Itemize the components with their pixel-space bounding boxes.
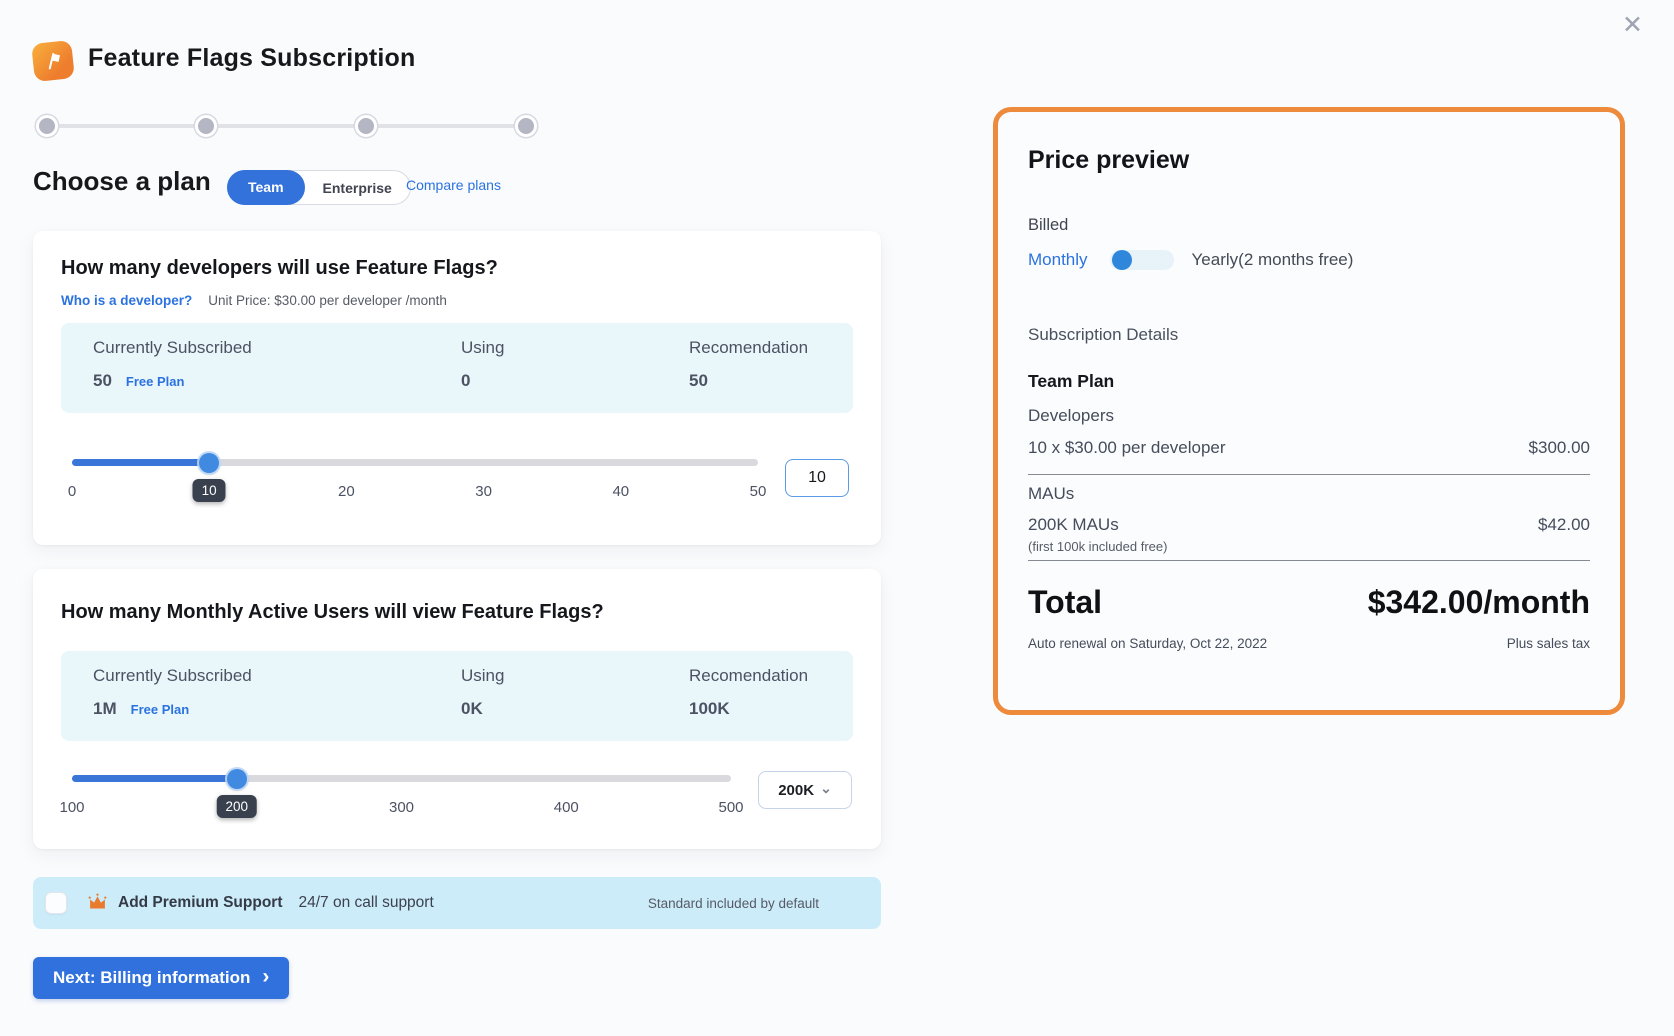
premium-support-note: Standard included by default <box>647 895 819 911</box>
slider-fill <box>72 459 210 466</box>
divider <box>1028 560 1590 561</box>
price-preview-panel: Price preview Billed Monthly Yearly(2 mo… <box>993 107 1625 715</box>
premium-support-subtitle: 24/7 on call support <box>298 894 434 911</box>
maus-slider[interactable]: 100 300 400 500 200 <box>59 743 744 855</box>
chevron-down-icon: ⌄ <box>820 780 832 796</box>
page-title: Feature Flags Subscription <box>88 44 416 72</box>
recommendation-col: Recomendation 100K <box>689 666 809 718</box>
next-billing-button[interactable]: Next: Billing information › <box>33 957 290 999</box>
developers-info-box: Currently Subscribed 50 Free Plan Using … <box>61 323 853 413</box>
developers-card: How many developers will use Feature Fla… <box>33 231 881 545</box>
tick-label: 400 <box>553 799 579 816</box>
free-plan-badge: Free Plan <box>130 702 190 717</box>
using-value: 0 <box>461 371 471 390</box>
slider-value-badge: 10 <box>192 479 226 502</box>
close-icon[interactable]: ✕ <box>1622 11 1643 39</box>
premium-support-row: Add Premium Support 24/7 on call support… <box>33 877 881 929</box>
slider-track[interactable] <box>72 452 758 473</box>
developers-count-input[interactable] <box>785 459 849 497</box>
toggle-knob <box>1111 250 1132 270</box>
using-value: 0K <box>461 699 483 718</box>
step-dot-2 <box>195 115 217 137</box>
recommendation-value: 50 <box>689 371 708 390</box>
developers-line: 10 x $30.00 per developer <box>1028 438 1226 457</box>
billing-period-toggle[interactable] <box>1109 250 1174 270</box>
using-col: Using 0K <box>461 666 505 718</box>
tick-label: 500 <box>718 799 744 816</box>
who-is-developer-link[interactable]: Who is a developer? <box>61 293 193 308</box>
slider-value-badge: 200 <box>216 795 258 818</box>
developers-question: How many developers will use Feature Fla… <box>61 257 498 279</box>
billed-label: Billed <box>1028 216 1069 234</box>
maus-label: MAUs <box>1028 484 1075 503</box>
using-col: Using 0 <box>461 338 505 390</box>
stepper-line <box>47 124 527 128</box>
slider-handle[interactable] <box>199 452 220 473</box>
maus-question: How many Monthly Active Users will view … <box>61 601 604 623</box>
slider-handle[interactable] <box>226 768 247 789</box>
chevron-right-icon: › <box>262 965 270 988</box>
monthly-label[interactable]: Monthly <box>1028 250 1088 269</box>
maus-card: How many Monthly Active Users will view … <box>33 569 881 849</box>
currently-subscribed-col: Currently Subscribed 1M Free Plan <box>93 666 252 718</box>
premium-support-title: Add Premium Support <box>118 894 283 911</box>
subscribed-value: 50 <box>93 371 112 390</box>
feature-flags-logo-icon <box>31 40 75 82</box>
maus-note: (first 100k included free) <box>1028 539 1168 554</box>
tick-label: 20 <box>338 483 355 500</box>
subscription-details-heading: Subscription Details <box>1028 325 1179 344</box>
tick-label: 100 <box>59 799 85 816</box>
currently-subscribed-col: Currently Subscribed 50 Free Plan <box>93 338 252 390</box>
recommendation-col: Recomendation 50 <box>689 338 809 390</box>
tick-label: 0 <box>67 483 77 500</box>
renewal-note: Auto renewal on Saturday, Oct 22, 2022 <box>1028 636 1268 651</box>
next-billing-label: Next: Billing information <box>53 968 251 987</box>
tick-label: 300 <box>388 799 415 816</box>
step-dot-3 <box>355 115 377 137</box>
total-value: $342.00/month <box>1367 584 1590 620</box>
choose-plan-heading: Choose a plan <box>33 166 211 196</box>
developers-label: Developers <box>1028 406 1114 425</box>
mau-select-value: 200K <box>778 781 815 799</box>
slider-fill <box>72 775 237 782</box>
yearly-label[interactable]: Yearly(2 months free) <box>1191 250 1354 269</box>
tab-enterprise[interactable]: Enterprise <box>322 179 392 196</box>
price-preview-title: Price preview <box>1028 146 1190 174</box>
flag-icon <box>48 52 60 70</box>
crown-icon <box>87 893 108 913</box>
mau-count-select[interactable]: 200K ⌄ <box>758 771 852 809</box>
free-plan-badge: Free Plan <box>125 374 185 389</box>
plan-name: Team Plan <box>1028 371 1115 391</box>
tax-note: Plus sales tax <box>1506 636 1590 651</box>
developers-slider[interactable]: 0 20 30 40 50 10 <box>68 427 766 539</box>
tick-label: 30 <box>475 483 492 500</box>
maus-info-box: Currently Subscribed 1M Free Plan Using … <box>61 651 853 741</box>
tick-label: 40 <box>612 483 630 500</box>
slider-track[interactable] <box>72 768 731 789</box>
step-dot-1 <box>36 115 58 137</box>
premium-support-checkbox[interactable] <box>45 892 67 914</box>
total-label: Total <box>1028 584 1103 620</box>
tab-team[interactable]: Team <box>227 169 305 205</box>
compare-plans-link[interactable]: Compare plans <box>406 177 501 193</box>
plan-type-toggle[interactable]: Team Enterprise <box>227 169 411 205</box>
maus-line: 200K MAUs <box>1028 515 1119 534</box>
step-dot-4 <box>515 115 537 137</box>
tick-label: 50 <box>749 483 767 500</box>
subscribed-value: 1M <box>93 699 117 718</box>
developers-price: $300.00 <box>1528 438 1590 457</box>
maus-price: $42.00 <box>1538 515 1590 534</box>
recommendation-value: 100K <box>689 699 730 718</box>
unit-price-label: Unit Price: $30.00 per developer /month <box>208 293 447 308</box>
divider <box>1028 474 1590 475</box>
